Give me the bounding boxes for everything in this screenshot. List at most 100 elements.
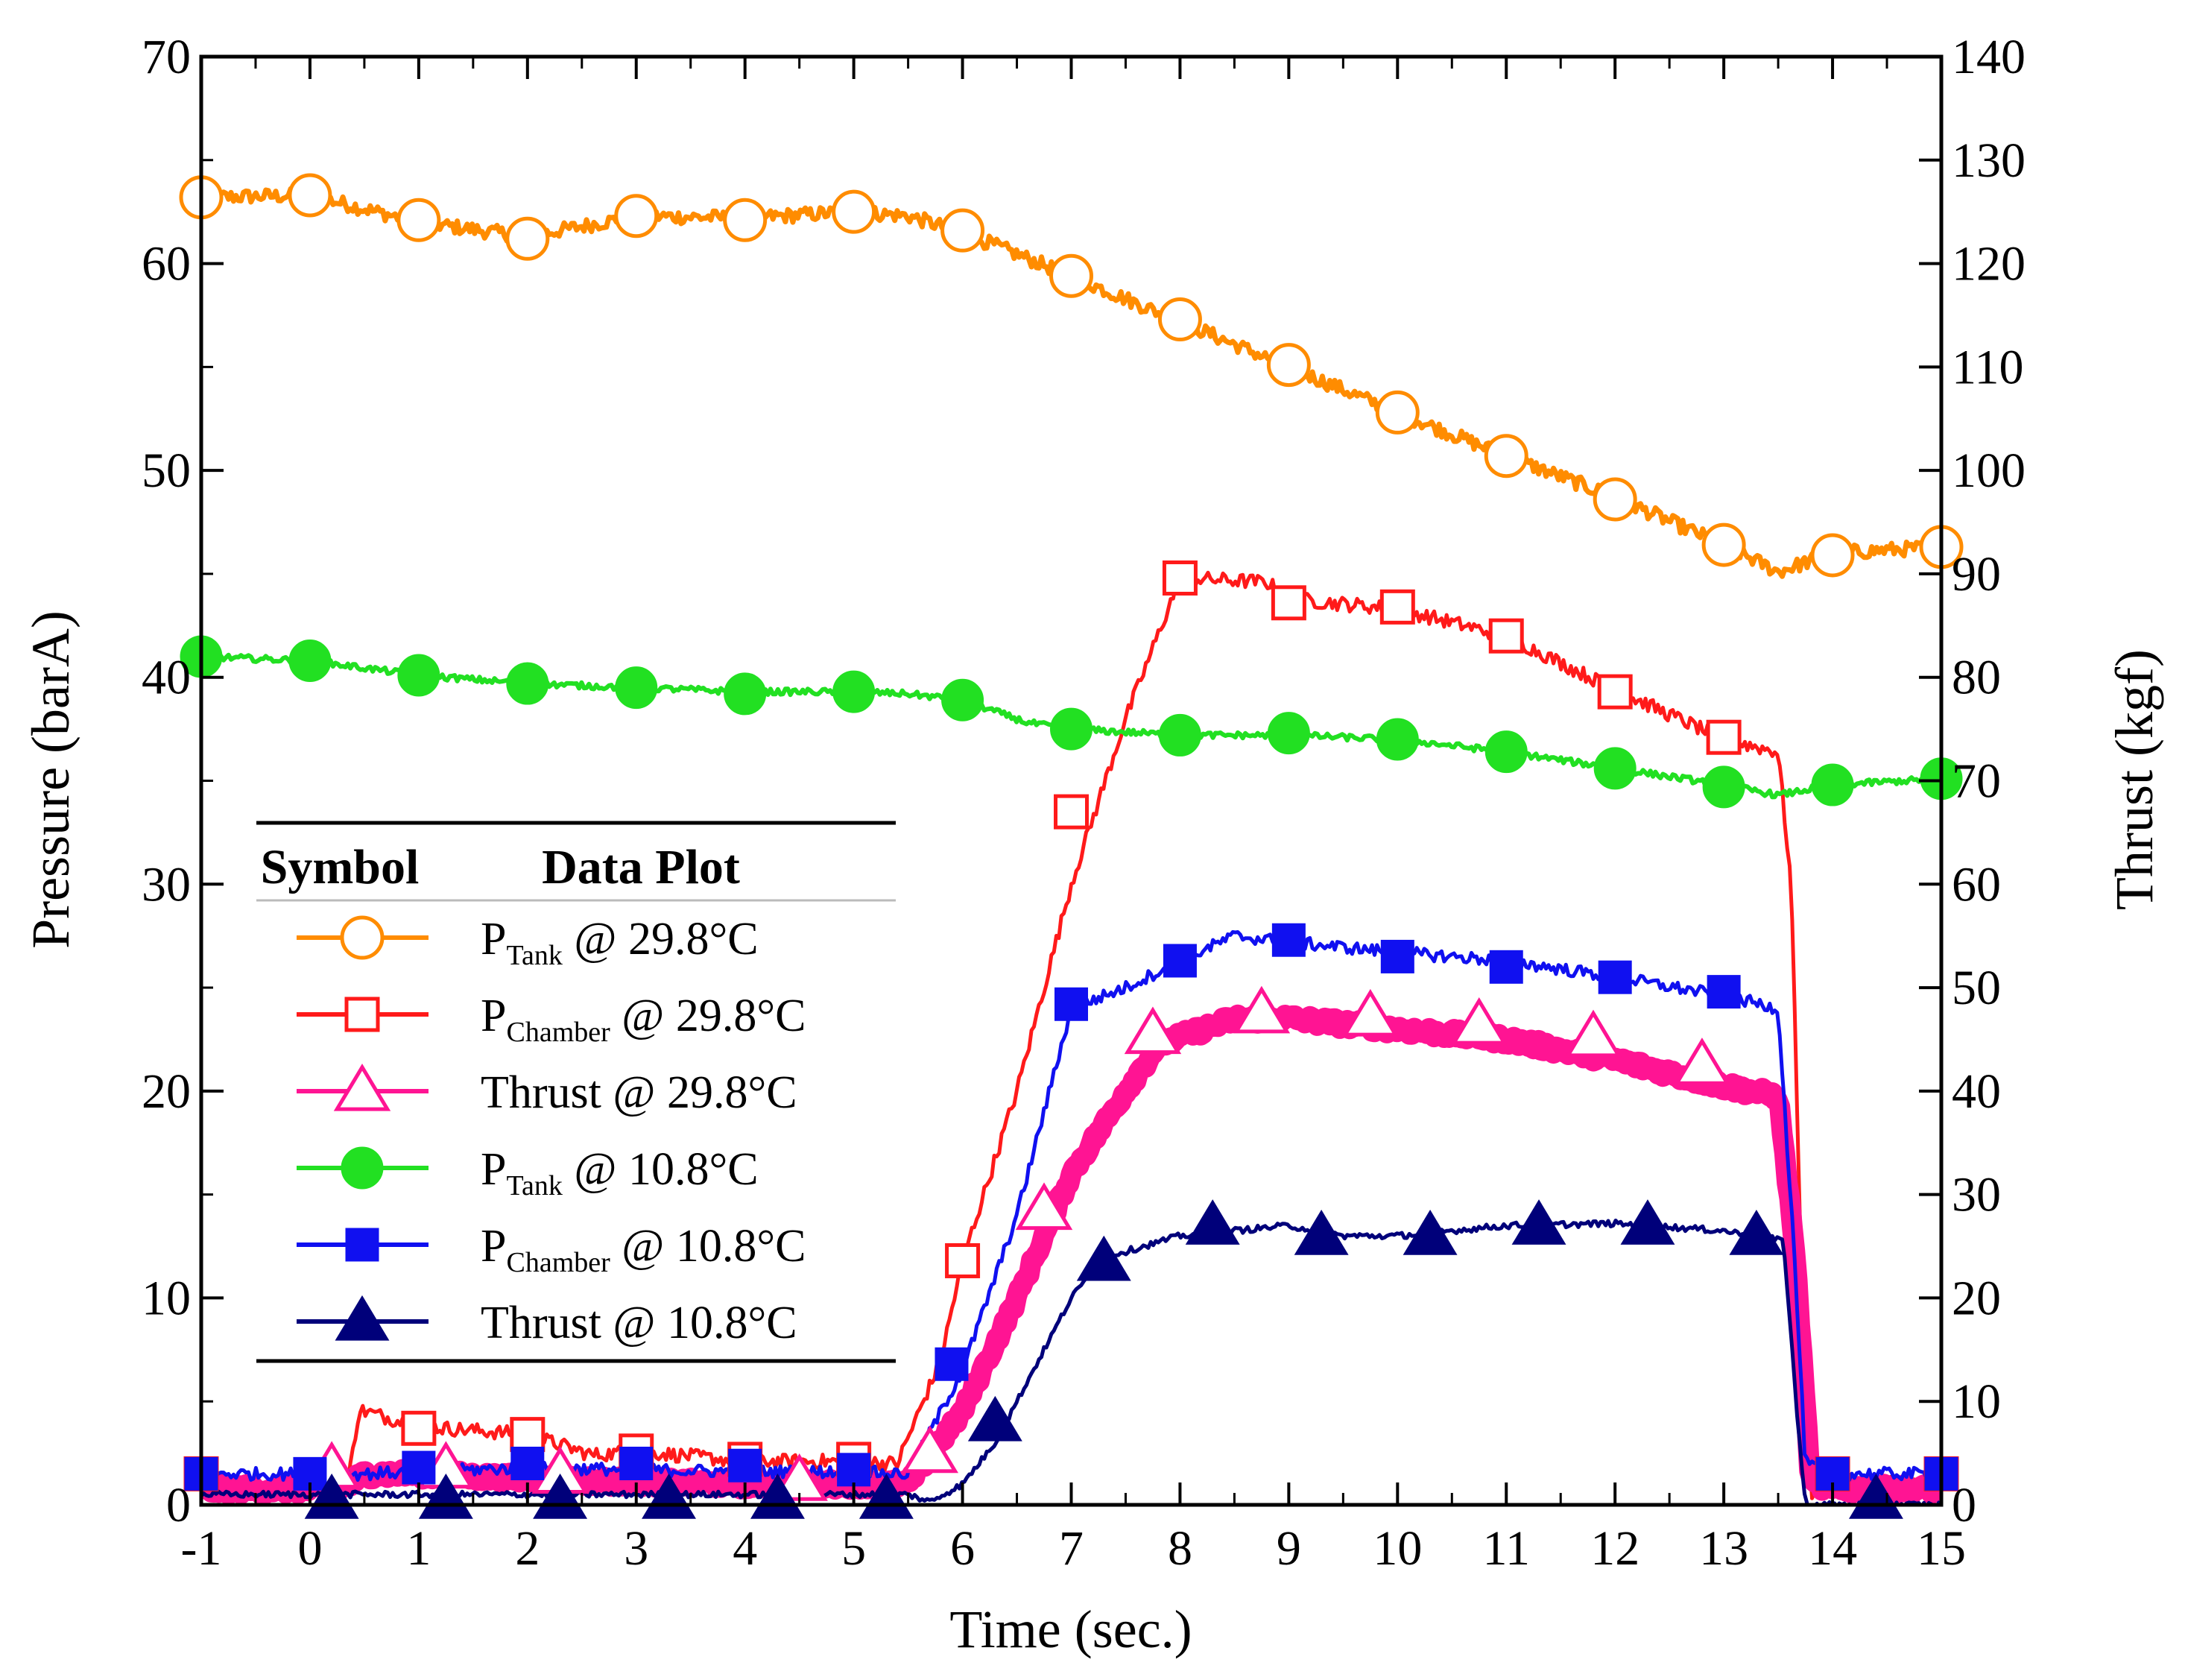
x-tick-label: 10 — [1373, 1521, 1422, 1576]
data-point-triangle — [642, 1473, 696, 1519]
data-point-square — [344, 997, 380, 1032]
legend-header-symbol: Symbol — [261, 840, 420, 894]
data-point-triangle — [1124, 1006, 1182, 1055]
x-tick-label: 7 — [1059, 1521, 1084, 1576]
data-point-square — [935, 1347, 969, 1381]
data-point-triangle — [750, 1473, 805, 1519]
data-point-triangle — [333, 1063, 391, 1111]
series-markers-5 — [184, 923, 1958, 1491]
legend-label: PChamber @ 10.8°C — [481, 1221, 806, 1278]
x-tick-label: 13 — [1699, 1521, 1748, 1576]
data-point-square — [1054, 794, 1089, 830]
y2-tick-label: 50 — [1952, 961, 2001, 1015]
y2-tick-label: 110 — [1952, 340, 2024, 394]
legend-entries: PTank @ 29.8°C PChamber @ 29.8°C Thrust @ … — [297, 914, 806, 1348]
data-point-triangle — [1450, 997, 1508, 1045]
data-point-circle — [941, 678, 984, 721]
y2-tick-label: 40 — [1952, 1064, 2001, 1119]
legend-entry: PTank @ 10.8°C — [297, 1144, 759, 1201]
data-point-square — [1379, 589, 1415, 625]
data-point-circle — [1810, 533, 1855, 578]
data-point-circle — [1702, 765, 1745, 809]
data-point-triangle — [1564, 1009, 1622, 1058]
legend-entry: Thrust @ 10.8°C — [297, 1295, 797, 1348]
data-point-square — [1162, 560, 1198, 596]
data-point-circle — [1593, 477, 1637, 522]
x-tick-label: 8 — [1168, 1521, 1192, 1576]
data-point-triangle — [533, 1473, 588, 1519]
series-line-2 — [201, 570, 1941, 1500]
y-tick-label: 70 — [142, 30, 191, 84]
data-point-square — [1380, 939, 1414, 973]
x-axis-title: Time (sec.) — [949, 1600, 1192, 1659]
data-point-circle — [505, 216, 550, 261]
data-point-square — [1706, 719, 1742, 755]
x-tick-label: 5 — [841, 1521, 866, 1576]
data-point-circle — [1593, 747, 1637, 790]
data-point-circle — [1375, 390, 1420, 435]
y-tick-label: 20 — [142, 1064, 191, 1119]
data-point-square — [401, 1410, 437, 1446]
data-point-triangle — [1294, 1210, 1349, 1255]
data-point-square — [1707, 975, 1741, 1009]
data-point-circle — [832, 189, 876, 234]
legend-header-plot: Data Plot — [542, 840, 740, 894]
x-tick-label: 12 — [1590, 1521, 1639, 1576]
y2-axis-title: Thrust (kgf) — [2105, 649, 2164, 910]
data-point-triangle — [1673, 1038, 1731, 1085]
legend-label: PTank @ 29.8°C — [481, 914, 759, 971]
data-point-triangle — [901, 1425, 959, 1474]
data-point-triangle — [1848, 1473, 1903, 1519]
data-point-square — [837, 1453, 871, 1487]
y2-tick-label: 130 — [1952, 133, 2026, 188]
series-line-3 — [201, 1004, 1941, 1505]
data-point-circle — [288, 173, 332, 218]
data-point-circle — [1050, 707, 1092, 751]
series-markers-6 — [304, 1199, 1903, 1519]
data-point-triangle — [304, 1473, 359, 1519]
data-point-circle — [1158, 713, 1201, 757]
data-point-circle — [1701, 522, 1746, 567]
x-tick-label: 4 — [733, 1521, 757, 1576]
y2-tick-label: 140 — [1952, 30, 2026, 84]
y2-tick-label: 30 — [1952, 1168, 2001, 1222]
series-markers-1 — [179, 173, 1964, 578]
y2-tick-label: 80 — [1952, 651, 2001, 705]
y2-tick-label: 100 — [1952, 443, 2026, 498]
legend-entry: PTank @ 29.8°C — [297, 914, 759, 971]
data-point-square — [1271, 923, 1306, 957]
data-point-circle — [724, 672, 767, 716]
data-point-square — [1054, 987, 1088, 1021]
data-point-circle — [1267, 712, 1310, 755]
data-point-circle — [341, 1146, 384, 1190]
legend-entry: PChamber @ 29.8°C — [297, 991, 806, 1048]
data-point-triangle — [1233, 985, 1291, 1034]
data-point-square — [1163, 944, 1197, 978]
data-point-circle — [614, 194, 659, 239]
data-point-triangle — [1076, 1235, 1131, 1281]
data-point-square — [619, 1446, 654, 1480]
data-point-triangle — [335, 1295, 390, 1341]
data-point-triangle — [1511, 1199, 1566, 1245]
y-tick-label: 50 — [142, 443, 191, 498]
data-point-triangle — [1185, 1199, 1240, 1245]
legend-entry: Thrust @ 29.8°C — [297, 1063, 797, 1118]
x-tick-label: 0 — [297, 1521, 322, 1576]
marker-layer — [179, 173, 1964, 1519]
data-point-square — [510, 1446, 545, 1480]
y-tick-label: 60 — [142, 237, 191, 291]
data-point-square — [1489, 950, 1523, 984]
legend-label: PTank @ 10.8°C — [481, 1144, 759, 1201]
x-tick-label: 2 — [515, 1521, 540, 1576]
axis-layer: -1 0 1 2 3 4 5 6 7 8 9 10 11 12 13 14 150102030405060700… — [142, 30, 2026, 1576]
y-tick-label: 40 — [142, 651, 191, 705]
data-point-circle — [1157, 297, 1202, 342]
data-point-triangle — [1403, 1210, 1458, 1255]
x-tick-label: -1 — [181, 1521, 222, 1576]
x-tick-label: 11 — [1482, 1521, 1530, 1576]
legend-entry: PChamber @ 10.8°C — [297, 1221, 806, 1278]
data-point-square — [402, 1450, 436, 1485]
data-point-square — [1271, 585, 1306, 621]
data-point-circle — [340, 915, 385, 960]
